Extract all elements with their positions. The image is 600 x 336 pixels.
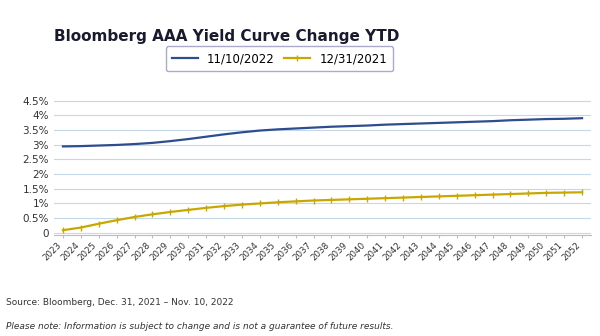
Text: Please note: Information is subject to change and is not a guarantee of future r: Please note: Information is subject to c…	[6, 322, 394, 331]
Text: Source: Bloomberg, Dec. 31, 2021 – Nov. 10, 2022: Source: Bloomberg, Dec. 31, 2021 – Nov. …	[6, 298, 233, 307]
Text: Bloomberg AAA Yield Curve Change YTD: Bloomberg AAA Yield Curve Change YTD	[54, 29, 400, 44]
Legend: 11/10/2022, 12/31/2021: 11/10/2022, 12/31/2021	[166, 46, 394, 71]
